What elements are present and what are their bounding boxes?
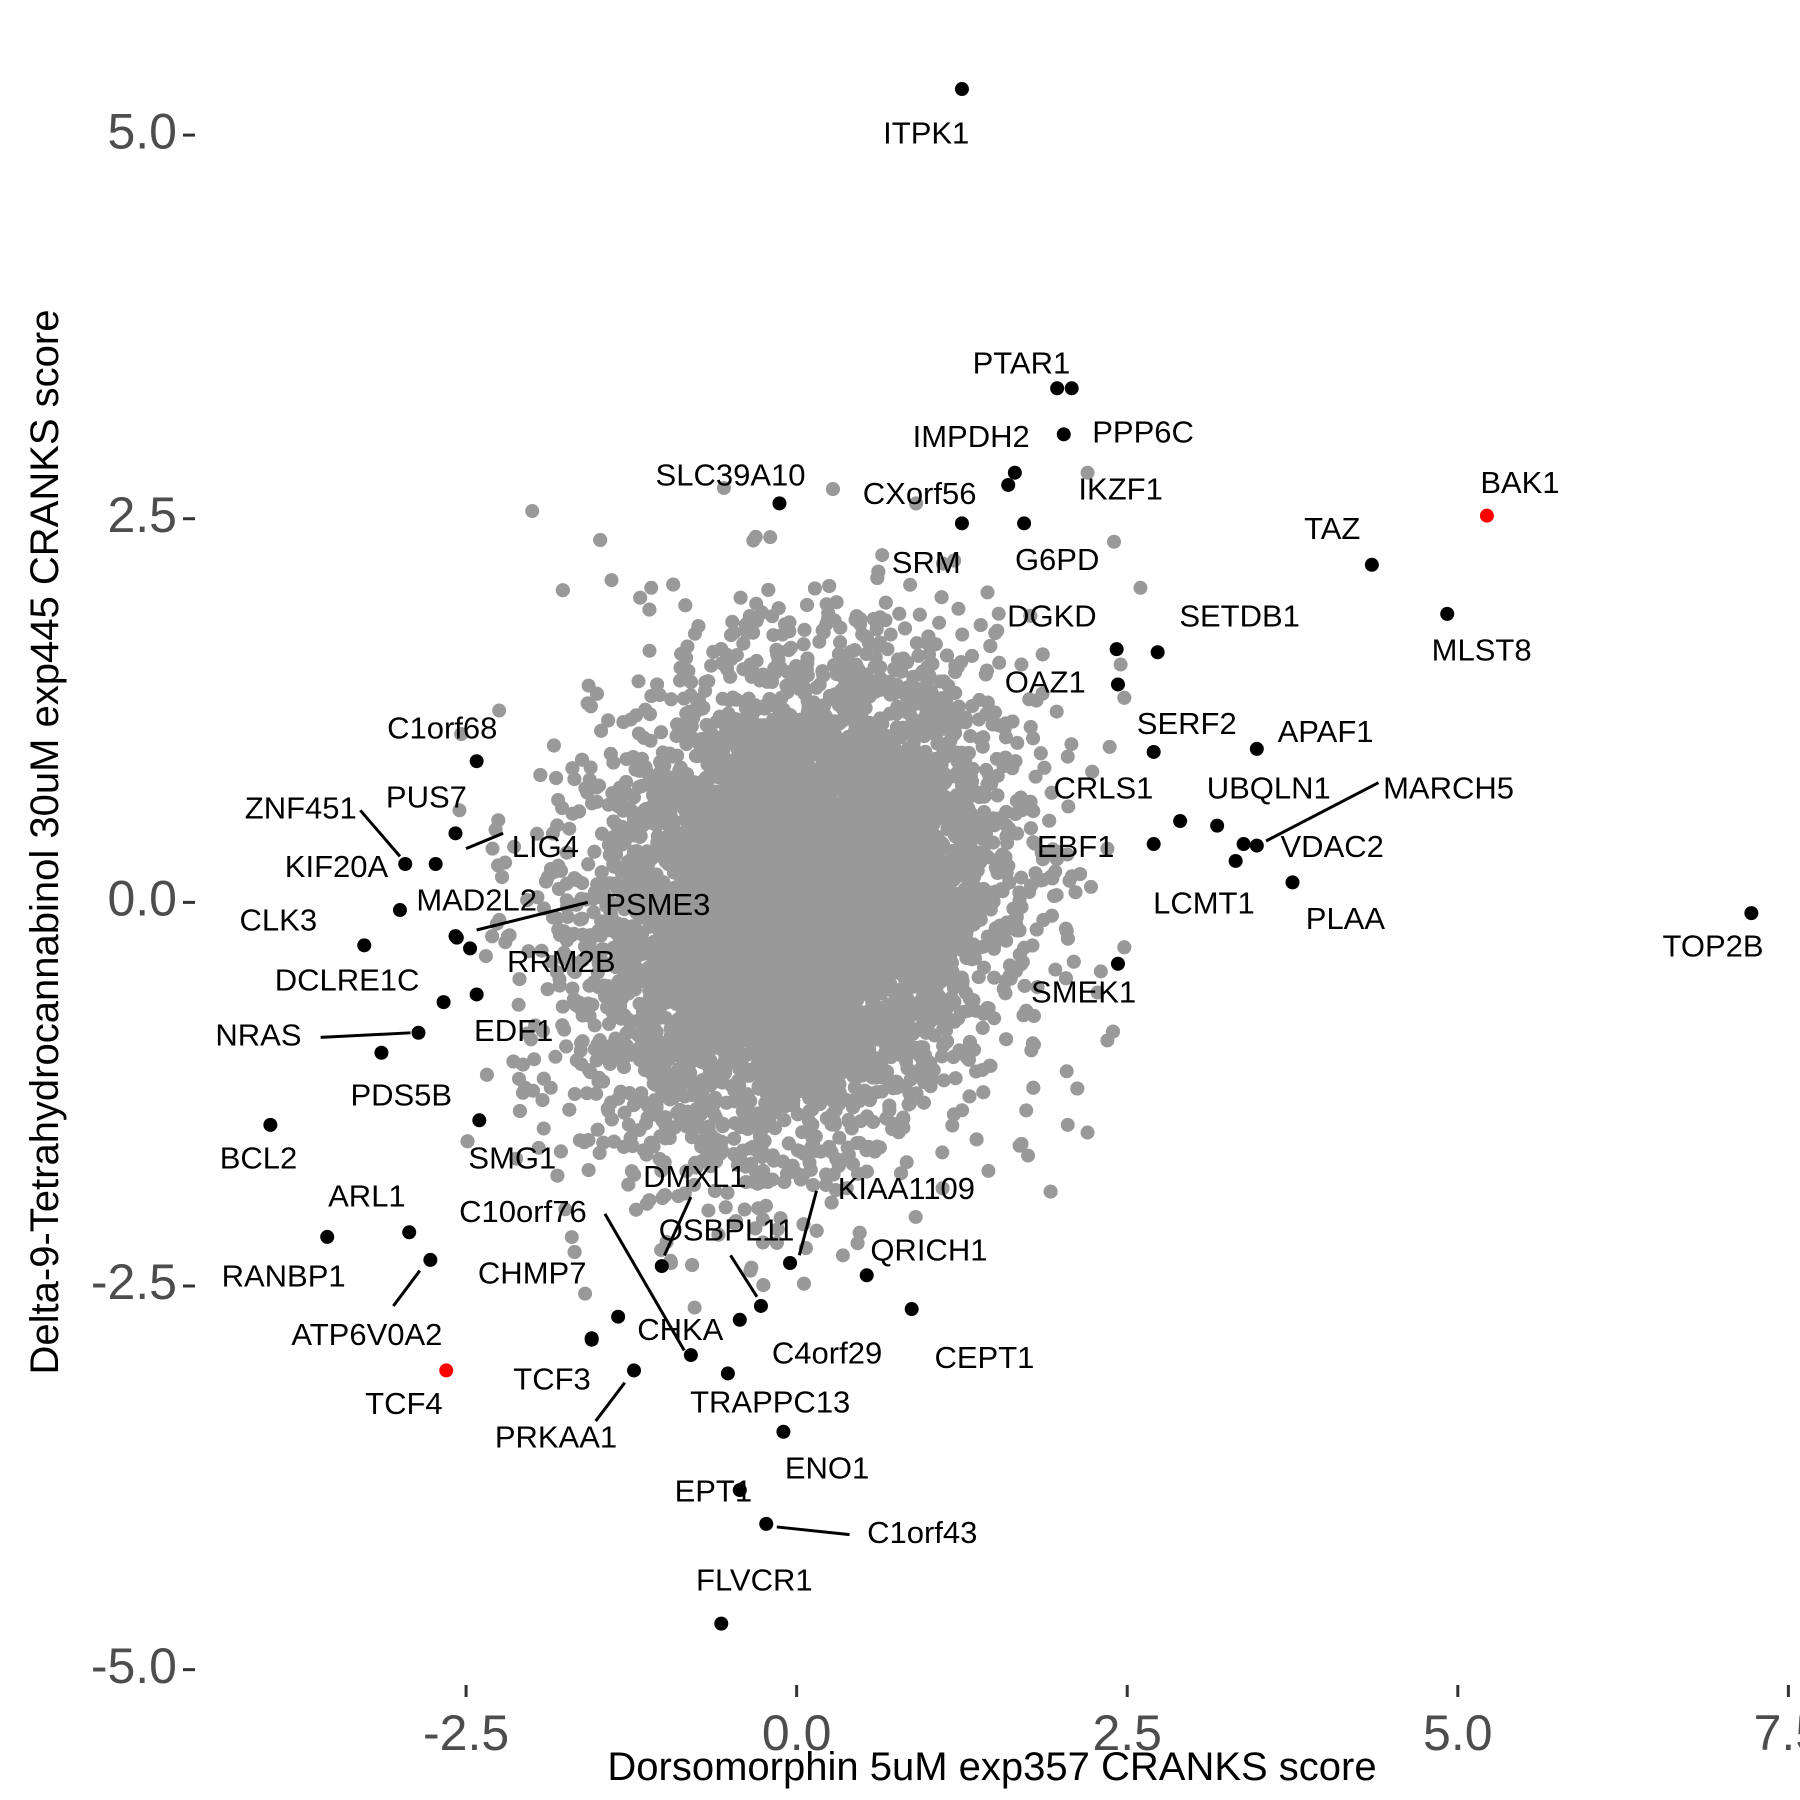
background-point	[992, 655, 1007, 670]
background-point	[534, 943, 549, 958]
background-point	[509, 1151, 524, 1166]
background-point	[567, 1087, 582, 1101]
background-point	[1059, 1064, 1074, 1079]
background-point	[751, 1201, 766, 1216]
background-point	[507, 839, 522, 854]
background-point	[590, 794, 604, 809]
background-point	[544, 954, 559, 969]
background-point	[548, 1049, 563, 1064]
background-point	[530, 826, 544, 841]
background-point	[621, 1117, 636, 1132]
background-point	[1028, 769, 1043, 784]
background-point	[899, 1155, 914, 1170]
background-point	[802, 1155, 817, 1170]
background-point	[934, 1049, 949, 1064]
background-point	[536, 1121, 551, 1136]
background-points	[452, 465, 1148, 1315]
background-point	[1084, 879, 1098, 894]
background-point	[951, 601, 966, 616]
background-point	[883, 627, 898, 642]
background-point	[955, 627, 970, 642]
background-point	[1048, 962, 1063, 977]
background-point	[631, 674, 646, 689]
background-point	[903, 577, 918, 592]
background-point	[1102, 739, 1117, 754]
background-point	[642, 643, 657, 658]
background-point	[564, 1230, 579, 1245]
background-point	[1014, 870, 1029, 885]
background-point	[673, 673, 687, 688]
background-point	[737, 1202, 752, 1217]
background-point	[687, 1300, 702, 1315]
background-point	[839, 1181, 854, 1196]
background-point	[562, 821, 577, 836]
background-point	[1049, 704, 1064, 719]
background-point	[527, 1052, 542, 1067]
background-point	[770, 1222, 785, 1237]
background-point	[936, 1073, 951, 1088]
background-point	[875, 548, 890, 563]
background-point	[704, 658, 719, 673]
background-point	[687, 1177, 702, 1192]
background-point	[1062, 873, 1077, 888]
background-point	[1010, 735, 1025, 750]
